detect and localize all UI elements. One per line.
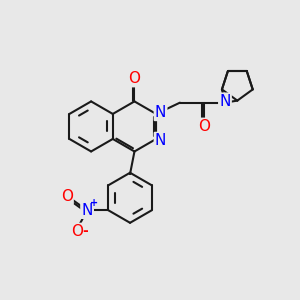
Text: O: O	[71, 224, 83, 239]
Text: O: O	[128, 71, 140, 86]
Text: +: +	[90, 198, 98, 208]
Text: N: N	[81, 203, 93, 218]
Text: N: N	[155, 133, 166, 148]
Text: N: N	[155, 105, 166, 120]
Text: N: N	[219, 94, 231, 109]
Text: O: O	[61, 189, 73, 204]
Text: O: O	[198, 119, 210, 134]
Text: -: -	[82, 224, 88, 238]
